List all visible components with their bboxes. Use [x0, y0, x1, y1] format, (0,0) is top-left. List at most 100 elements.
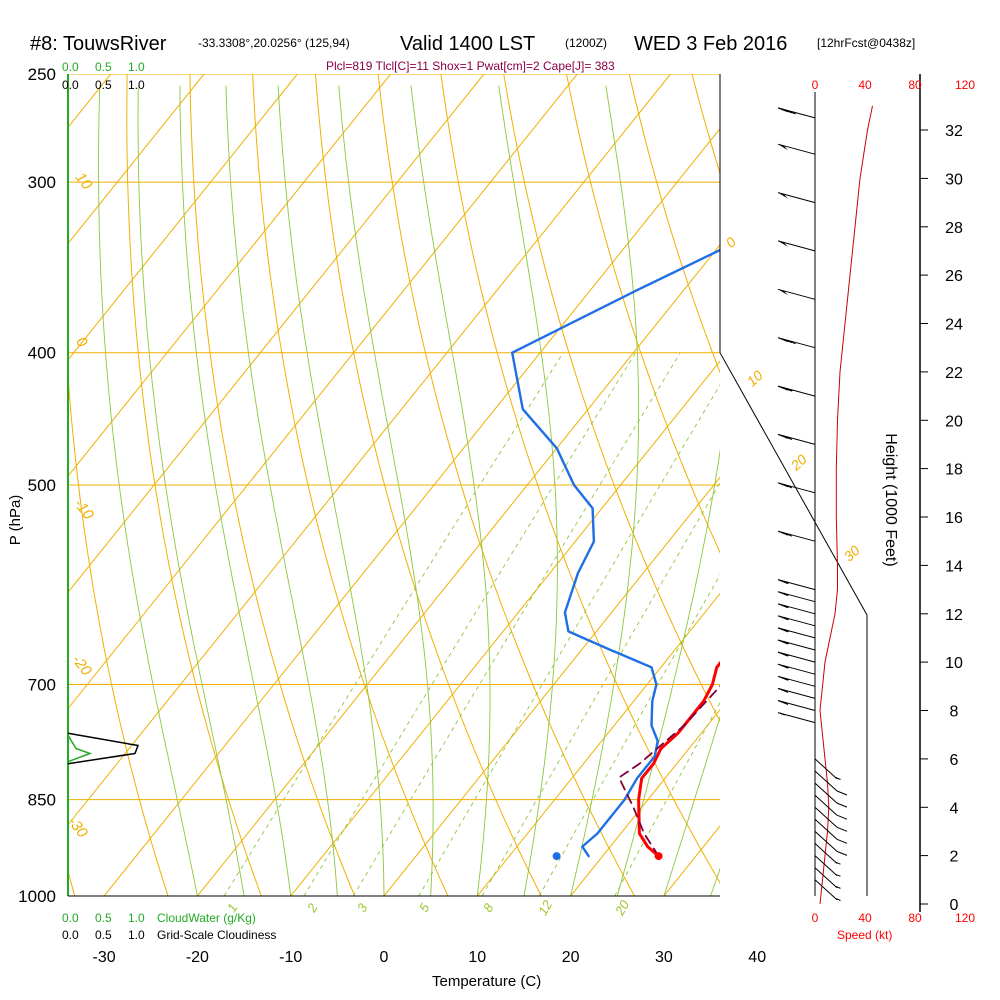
wind-barb-full	[777, 385, 789, 391]
pressure-tick-label: 700	[28, 676, 56, 695]
cloudwater-tick-top-1: 0.5	[95, 60, 112, 74]
pressure-tick-label: 400	[28, 344, 56, 363]
temperature-tick-label: -10	[279, 949, 302, 966]
wind-barb-full	[777, 651, 789, 657]
wind-barb-half	[787, 388, 793, 392]
dry-adiabat-line	[503, 74, 720, 723]
dry-adiabat-line	[440, 74, 720, 884]
cloudwater-profile	[67, 734, 93, 763]
mixing-ratio-line	[418, 384, 720, 896]
wind-barb	[814, 831, 848, 856]
height-tick-label: 2	[950, 849, 959, 866]
height-axis-title: Height (1000 Feet)	[882, 433, 899, 566]
wind-barb-half	[783, 677, 789, 681]
height-tick-label: 26	[945, 268, 963, 285]
wind-barb-shaft	[814, 831, 838, 852]
wind-speed-line	[819, 105, 873, 905]
wind-barb-full	[777, 107, 789, 113]
cloudwater-tick-0: 0.0	[62, 911, 79, 925]
wind-barb-full	[836, 826, 848, 832]
wind-barb-shaft	[777, 627, 816, 639]
wind-barb	[814, 806, 848, 832]
isotherm-line	[68, 74, 205, 245]
wind-barb-shaft	[777, 579, 816, 591]
cloudwater-tick-top-2: 1.0	[128, 60, 145, 74]
mixing-ratio-line	[353, 352, 681, 896]
height-tick-label: 16	[945, 510, 963, 527]
cloudiness-tick-2: 1.0	[128, 928, 145, 942]
cloudiness-tick-top-1: 0.5	[95, 78, 112, 92]
wind-barb-half	[783, 665, 789, 669]
wind-barb-shaft	[777, 192, 816, 204]
dry-adiabat-line	[818, 74, 1000, 896]
speed-tick-label: 40	[858, 911, 872, 925]
isotherm-line	[0, 74, 18, 896]
wind-barb-full	[777, 687, 789, 693]
wind-barb-half	[783, 616, 789, 620]
wind-barb	[777, 591, 816, 603]
dry-adiabat-line	[943, 74, 1000, 896]
speed-axis-label: Speed (kt)	[837, 928, 892, 942]
wind-barb-half	[783, 604, 789, 608]
dry-adiabat-label: 0	[722, 234, 739, 251]
cloudiness-profile	[67, 732, 140, 765]
wind-barb-flag	[778, 144, 788, 151]
wind-barb	[777, 603, 816, 615]
wind-barb-full	[777, 337, 789, 343]
isotherm-label: -10	[70, 495, 97, 523]
temperature-tick-label: -20	[186, 949, 209, 966]
wind-barb-shaft	[777, 240, 816, 252]
mixing-ratio-label: 20	[611, 897, 632, 919]
cloudwater-tick-2: 1.0	[128, 911, 145, 925]
wind-barb	[777, 700, 816, 711]
temperature-tick-label: 0	[380, 949, 389, 966]
wind-barb-full	[777, 591, 789, 597]
wind-barb-shaft	[814, 782, 838, 804]
wind-barb-flag	[778, 240, 788, 247]
cloudiness-tick-top-0: 0.0	[62, 78, 79, 92]
temperature-tick-label: 10	[468, 949, 486, 966]
wind-panel-edge	[719, 352, 868, 616]
isotherm-line	[944, 74, 1000, 896]
mixing-ratio-label: 3	[354, 900, 371, 914]
pressure-tick-label: 500	[28, 476, 56, 495]
wind-barb-shaft	[777, 288, 816, 300]
wind-barb	[814, 855, 841, 877]
wind-barb	[814, 843, 841, 865]
wind-barb	[777, 675, 816, 687]
wind-barb-half	[783, 580, 789, 584]
pressure-tick-label: 250	[28, 65, 56, 84]
dry-adiabat-line	[377, 74, 635, 896]
height-tick-label: 8	[950, 704, 959, 721]
wind-barb	[777, 627, 816, 639]
pressure-tick-label: 1000	[18, 887, 56, 906]
mixing-ratio-line	[538, 574, 720, 896]
wind-barb-full	[836, 838, 848, 844]
wind-barb-full	[777, 627, 789, 633]
temperature-curve	[637, 660, 720, 858]
wind-barb-full	[777, 663, 789, 669]
wind-barb-half	[783, 653, 789, 657]
cloudwater-tick-1: 0.5	[95, 911, 112, 925]
wind-barb-shaft	[814, 843, 838, 864]
dry-adiabat-line	[755, 74, 1000, 896]
mixing-ratio-label: 2	[303, 900, 320, 915]
isotherm-line	[570, 709, 720, 896]
isotherm-line	[851, 74, 1000, 896]
parcel-params: Plcl=819 Tlcl[C]=11 Shox=1 Pwat[cm]=2 Ca…	[326, 59, 615, 73]
height-tick-label: 6	[950, 752, 959, 769]
dewpoint-curve	[511, 248, 720, 858]
cloudiness-tick-1: 0.5	[95, 928, 112, 942]
station-title: #8: TouwsRiver	[30, 33, 167, 55]
moist-adiabat-line	[137, 85, 245, 896]
dry-adiabat-label: 30	[841, 542, 863, 564]
wind-barb	[814, 794, 848, 820]
height-tick-label: 32	[945, 123, 963, 140]
wind-barb	[777, 240, 816, 252]
wind-barb-full	[777, 675, 789, 681]
speed-tick-label: 80	[908, 911, 922, 925]
dry-adiabat-label: 20	[787, 451, 810, 474]
wind-barb	[814, 818, 848, 844]
dry-adiabat-line	[189, 74, 356, 896]
